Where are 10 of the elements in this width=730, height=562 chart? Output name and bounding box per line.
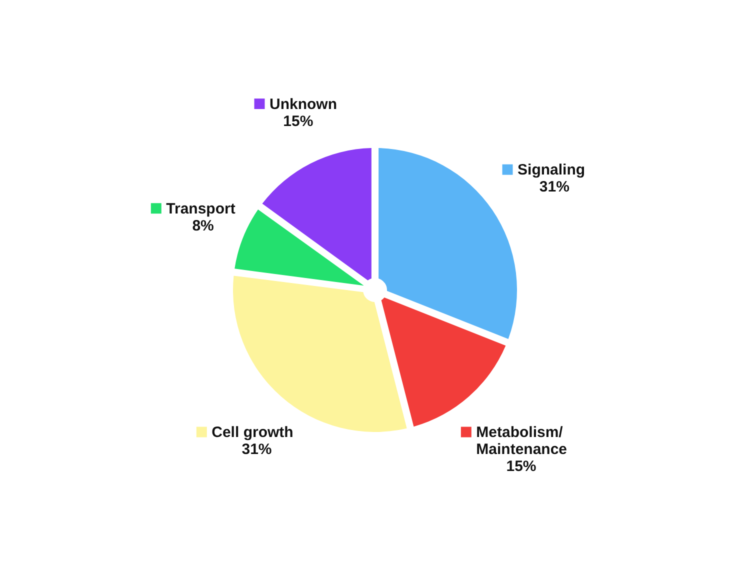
legend-label: Metabolism/Maintenance: [476, 424, 568, 458]
legend-label: Unknown: [270, 96, 337, 113]
data-label: 15%: [283, 112, 314, 130]
legend-label: Transport: [166, 200, 236, 218]
data-label: 8%: [192, 217, 214, 234]
data-label: 31%: [539, 178, 570, 196]
legend-label: Signaling: [518, 162, 586, 179]
data-label: 31%: [242, 441, 272, 458]
legend-label: Cell growth: [212, 424, 294, 442]
data-label: 15%: [506, 458, 536, 476]
